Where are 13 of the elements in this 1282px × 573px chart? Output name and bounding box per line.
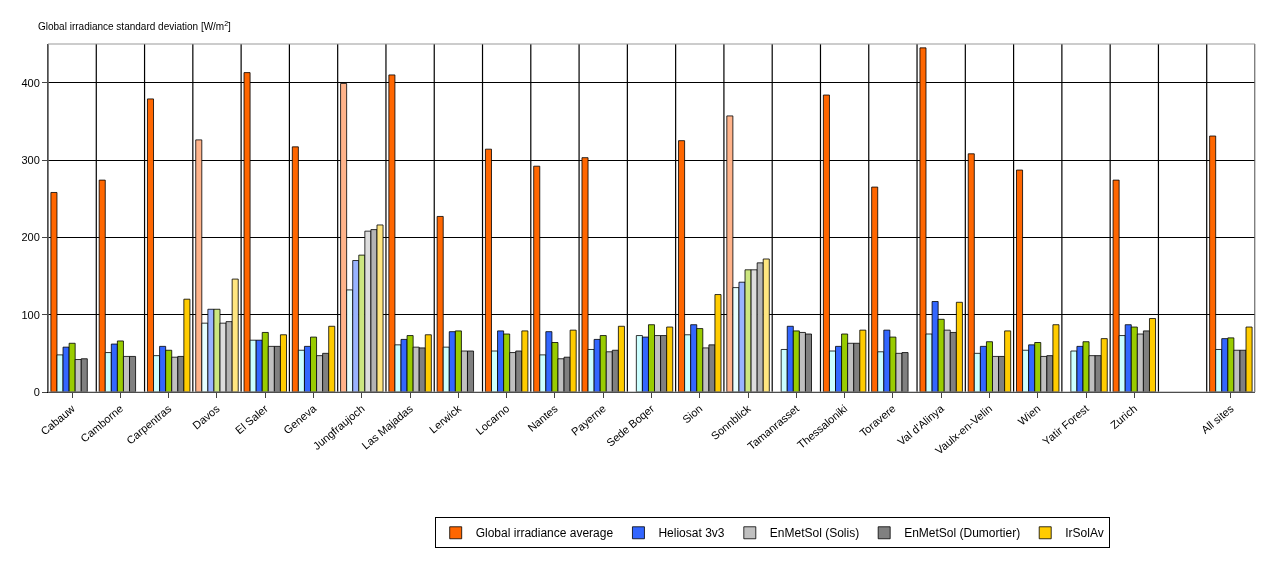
x-tick-label: Sion bbox=[680, 402, 705, 426]
x-tick-label: All sites bbox=[1198, 401, 1237, 436]
legend-label: Heliosat 3v3 bbox=[658, 526, 725, 541]
y-tick-label: 0 bbox=[33, 385, 40, 398]
y-tick-label: 300 bbox=[21, 153, 40, 166]
y-tick-label: 100 bbox=[21, 308, 40, 321]
legend-label: EnMetSol (Dumortier) bbox=[904, 526, 1021, 541]
legend-label: IrSolAv bbox=[1065, 526, 1104, 541]
y-tick-label: 200 bbox=[21, 231, 40, 244]
legend-label: Global irradiance average bbox=[475, 526, 614, 541]
y-axis-title: Global irradiance standard deviation [W/m$^{2}$] bbox=[38, 20, 232, 33]
y-tick-label: 400 bbox=[21, 76, 40, 89]
legend-label: EnMetSol (Solis) bbox=[769, 526, 860, 541]
